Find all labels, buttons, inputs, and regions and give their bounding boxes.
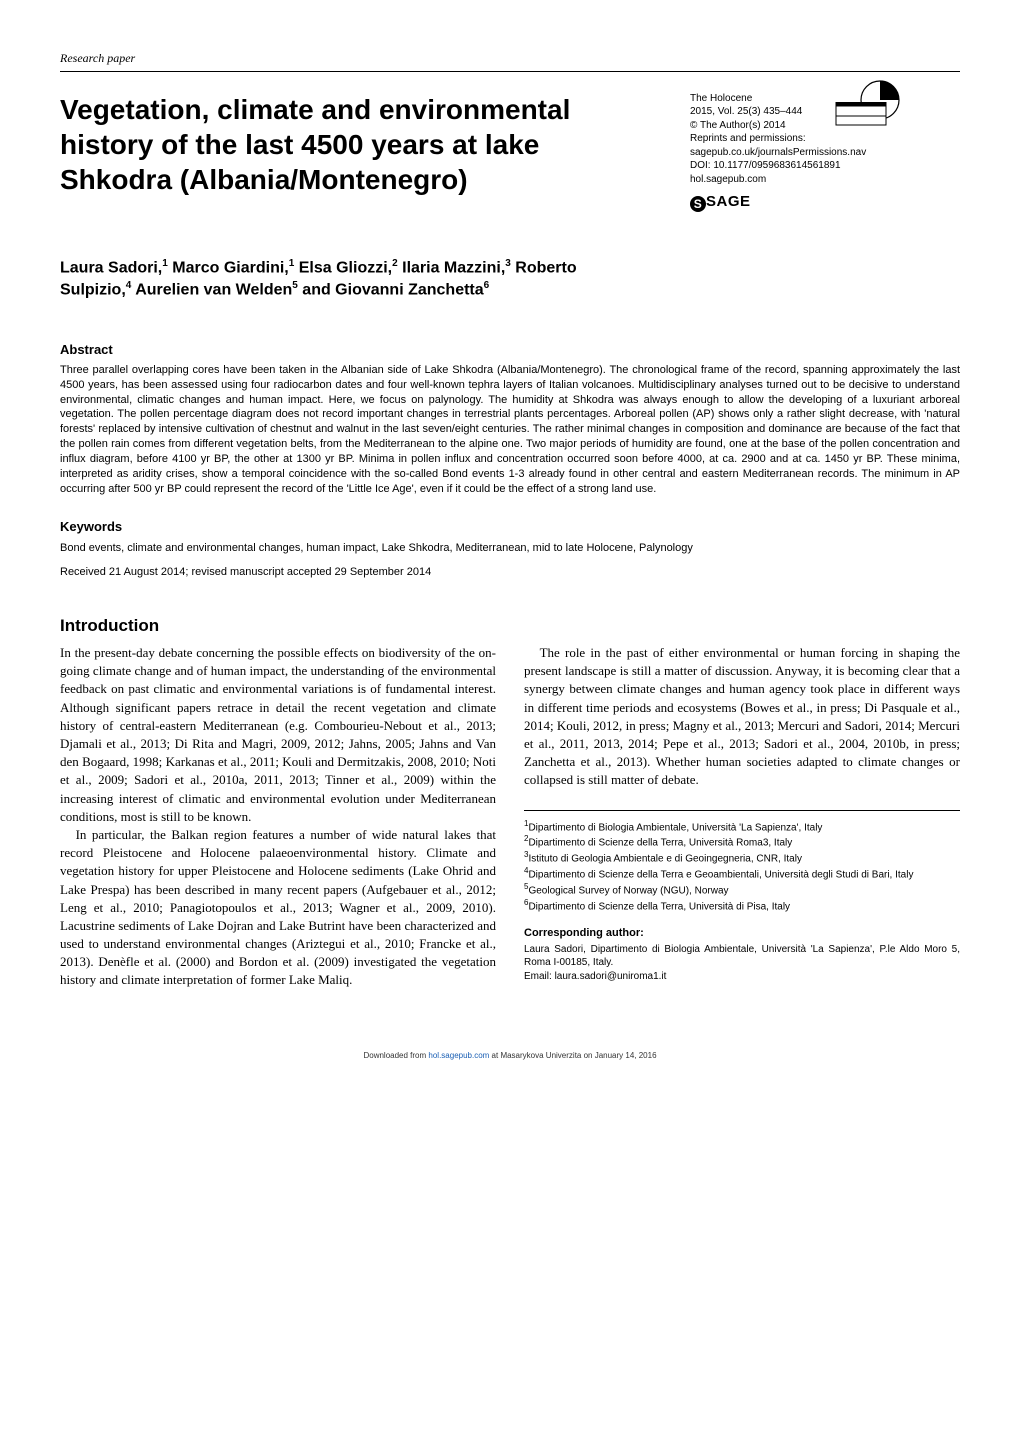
- abstract-heading: Abstract: [60, 341, 960, 359]
- introduction-heading: Introduction: [60, 614, 960, 638]
- publisher-corner-logo: [830, 80, 900, 145]
- download-footer: Downloaded from hol.sagepub.com at Masar…: [60, 1050, 960, 1061]
- affiliation-item: 6Dipartimento di Scienze della Terra, Un…: [524, 898, 960, 914]
- intro-para-2: In particular, the Balkan region feature…: [60, 826, 496, 990]
- footer-suffix: at Masarykova Univerzita on January 14, …: [489, 1051, 656, 1060]
- affiliation-item: 3Istituto di Geologia Ambientale e di Ge…: [524, 850, 960, 866]
- doi: DOI: 10.1177/0959683614561891: [690, 159, 960, 173]
- header-divider: [60, 71, 960, 72]
- article-title: Vegetation, climate and environmental hi…: [60, 92, 618, 197]
- reprints-label: Reprints and permissions:: [690, 132, 960, 146]
- authors: Laura Sadori,1 Marco Giardini,1 Elsa Gli…: [60, 257, 618, 301]
- keywords-text: Bond events, climate and environmental c…: [60, 541, 960, 556]
- footer-link[interactable]: hol.sagepub.com: [428, 1051, 489, 1060]
- affiliation-item: 2Dipartimento di Scienze della Terra, Un…: [524, 834, 960, 850]
- footer-prefix: Downloaded from: [363, 1051, 428, 1060]
- reprints-url: sagepub.co.uk/journalsPermissions.nav: [690, 146, 960, 160]
- copyright: © The Author(s) 2014: [690, 119, 960, 133]
- sage-logo: SSAGE: [690, 192, 960, 212]
- corresponding-email: laura.sadori@uniroma1.it: [555, 971, 667, 982]
- corresponding-email-label: Email:: [524, 971, 555, 982]
- journal-meta: The Holocene 2015, Vol. 25(3) 435–444 © …: [690, 92, 960, 213]
- sage-logo-text: SAGE: [706, 193, 751, 210]
- received-dates: Received 21 August 2014; revised manuscr…: [60, 565, 960, 580]
- affiliation-item: 4Dipartimento di Scienze della Terra e G…: [524, 866, 960, 882]
- corresponding-address: Laura Sadori, Dipartimento di Biologia A…: [524, 944, 960, 969]
- affiliation-item: 5Geological Survey of Norway (NGU), Norw…: [524, 882, 960, 898]
- corresponding-text: Laura Sadori, Dipartimento di Biologia A…: [524, 943, 960, 984]
- paper-type-label: Research paper: [60, 50, 960, 67]
- affiliation-item: 1Dipartimento di Biologia Ambientale, Un…: [524, 819, 960, 835]
- journal-site: hol.sagepub.com: [690, 173, 960, 187]
- citation: 2015, Vol. 25(3) 435–444: [690, 105, 960, 119]
- journal-name: The Holocene: [690, 92, 960, 106]
- abstract-text: Three parallel overlapping cores have be…: [60, 363, 960, 497]
- affiliations: 1Dipartimento di Biologia Ambientale, Un…: [524, 819, 960, 914]
- keywords-heading: Keywords: [60, 518, 960, 536]
- affiliations-divider: [524, 810, 960, 811]
- corresponding-heading: Corresponding author:: [524, 926, 960, 941]
- body-column-right: The role in the past of either environme…: [524, 644, 960, 990]
- intro-para-3: The role in the past of either environme…: [524, 644, 960, 790]
- intro-para-1: In the present-day debate concerning the…: [60, 644, 496, 826]
- body-column-left: In the present-day debate concerning the…: [60, 644, 496, 990]
